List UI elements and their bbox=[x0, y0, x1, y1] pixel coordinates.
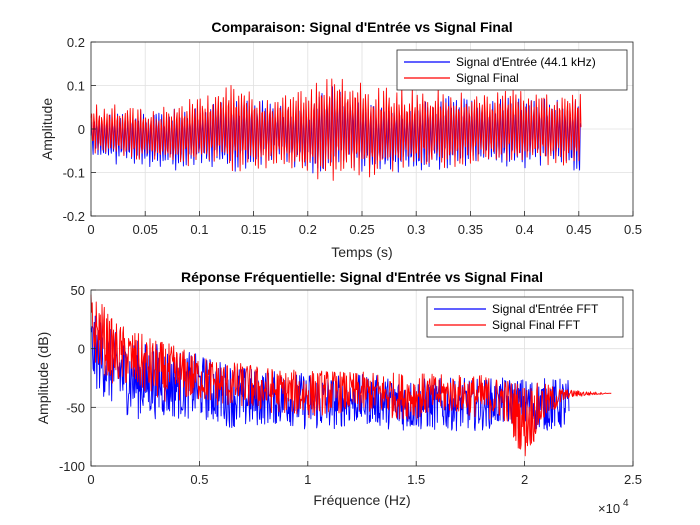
y-tick-label: -50 bbox=[66, 400, 85, 415]
frequency-domain-axes: Réponse Fréquentielle: Signal d'Entrée v… bbox=[35, 269, 642, 516]
time-plot-ticks: 0 0.05 0.1 0.15 0.2 0.25 0.3 0.35 0.4 0.45 0.5 -0.2… bbox=[63, 35, 642, 237]
y-tick-label: -0.1 bbox=[63, 166, 85, 181]
freq-plot-ticks: 0 0.5 1 1.5 2 2.5 -100 -50 0 50 bbox=[59, 283, 642, 487]
x-tick-label: 2 bbox=[521, 472, 528, 487]
y-tick-label: -100 bbox=[59, 459, 85, 474]
freq-plot-exponent-base: ×10 bbox=[598, 501, 620, 516]
freq-plot-exponent-power: 4 bbox=[623, 498, 629, 509]
series-line-final bbox=[90, 78, 582, 181]
legend-label-final: Signal Final bbox=[456, 71, 519, 85]
freq-plot-ylabel: Amplitude (dB) bbox=[35, 332, 51, 425]
x-tick-label: 0.1 bbox=[190, 222, 208, 237]
time-plot-ylabel: Amplitude bbox=[39, 98, 55, 160]
x-tick-label: 0 bbox=[87, 472, 94, 487]
legend-label-input-fft: Signal d'Entrée FFT bbox=[492, 302, 599, 316]
x-tick-label: 0 bbox=[87, 222, 94, 237]
y-tick-label: 0 bbox=[78, 342, 85, 357]
freq-plot-legend[interactable]: Signal d'Entrée FFT Signal Final FFT bbox=[426, 296, 624, 338]
x-tick-label: 0.45 bbox=[566, 222, 591, 237]
series-line-final bbox=[90, 294, 612, 457]
freq-plot-series bbox=[90, 294, 612, 457]
y-tick-label: 0.1 bbox=[67, 79, 85, 94]
time-plot-series bbox=[90, 78, 582, 181]
time-domain-axes: Comparaison: Signal d'Entrée vs Signal F… bbox=[39, 19, 642, 260]
legend-label-final-fft: Signal Final FFT bbox=[492, 318, 581, 332]
x-tick-label: 0.35 bbox=[458, 222, 483, 237]
time-plot-title: Comparaison: Signal d'Entrée vs Signal F… bbox=[211, 19, 512, 35]
x-tick-label: 2.5 bbox=[624, 472, 642, 487]
freq-plot-exponent: ×10 4 bbox=[598, 498, 629, 516]
x-tick-label: 1 bbox=[304, 472, 311, 487]
x-tick-label: 1.5 bbox=[407, 472, 425, 487]
time-plot-legend[interactable]: Signal d'Entrée (44.1 kHz) Signal Final bbox=[396, 49, 628, 91]
x-tick-label: 0.2 bbox=[299, 222, 317, 237]
x-tick-label: 0.3 bbox=[407, 222, 425, 237]
x-tick-label: 0.05 bbox=[133, 222, 158, 237]
y-tick-label: 0 bbox=[78, 122, 85, 137]
y-tick-label: 50 bbox=[71, 283, 85, 298]
x-tick-label: 0.4 bbox=[516, 222, 534, 237]
freq-plot-legend-box bbox=[426, 296, 624, 338]
x-tick-label: 0.5 bbox=[624, 222, 642, 237]
y-tick-label: -0.2 bbox=[63, 209, 85, 224]
x-tick-label: 0.25 bbox=[349, 222, 374, 237]
y-tick-label: 0.2 bbox=[67, 35, 85, 50]
x-tick-label: 0.5 bbox=[190, 472, 208, 487]
time-plot-xlabel: Temps (s) bbox=[331, 244, 392, 260]
x-tick-label: 0.15 bbox=[241, 222, 266, 237]
legend-label-input: Signal d'Entrée (44.1 kHz) bbox=[456, 55, 596, 69]
series-line-input bbox=[90, 315, 570, 432]
freq-plot-xlabel: Fréquence (Hz) bbox=[313, 492, 410, 508]
freq-plot-title: Réponse Fréquentielle: Signal d'Entrée v… bbox=[181, 269, 543, 285]
time-plot-legend-box bbox=[396, 49, 628, 91]
freq-plot-box bbox=[90, 289, 634, 467]
